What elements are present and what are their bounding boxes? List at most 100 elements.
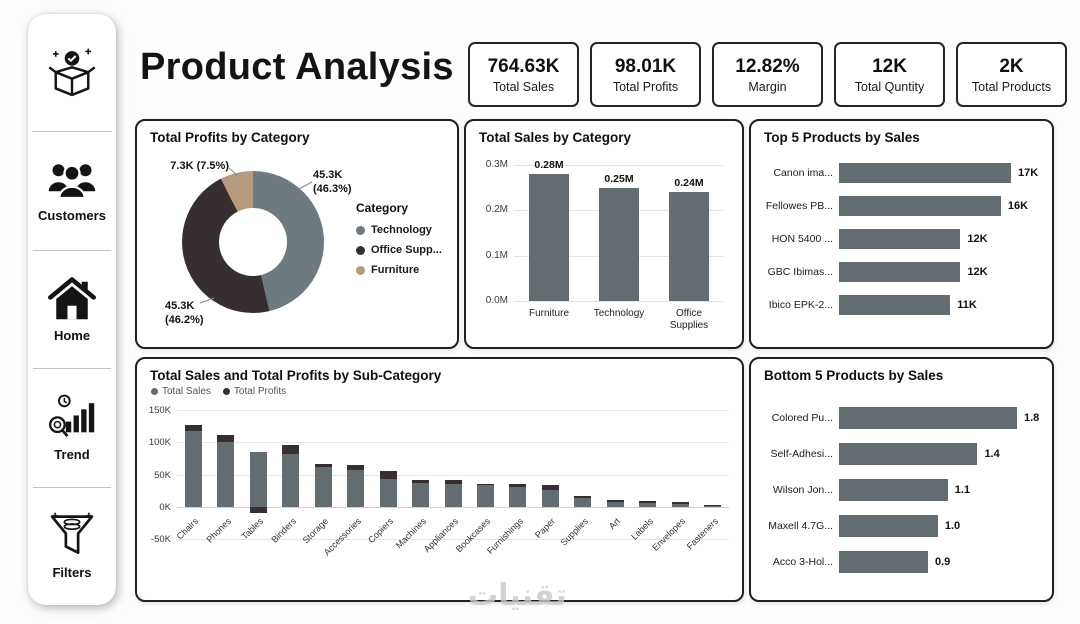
product-row-wilson-jon: Wilson Jon... 1.1 <box>757 479 1044 501</box>
legend-label: Technology <box>371 224 432 236</box>
donut-chart[interactable] <box>182 171 324 313</box>
sales-bar-storage[interactable] <box>314 467 332 507</box>
legend-label: Office Supp... <box>371 244 442 256</box>
gridline <box>177 539 729 540</box>
stacked-chart: 150K 100K 50K 0K -50K Chairs Phones Tables Binde… <box>139 404 739 596</box>
sidebar-item-customers[interactable]: Customers <box>28 132 116 249</box>
profit-bar-supplies[interactable] <box>574 496 592 498</box>
value-label: 16K <box>1007 200 1029 212</box>
profit-bar-chairs[interactable] <box>184 425 202 431</box>
kpi-label: Total Profits <box>612 79 679 94</box>
product-label: Wilson Jon... <box>772 484 833 496</box>
sales-bar-art[interactable] <box>606 501 624 507</box>
data-label: 0.24M <box>674 177 704 190</box>
profit-bar-binders[interactable] <box>282 445 300 454</box>
profit-bar-paper[interactable] <box>541 484 559 490</box>
column-bar-office-supplies[interactable] <box>669 192 709 301</box>
legend-item-office-supplies[interactable]: Office Supp... <box>356 244 442 256</box>
sales-bar[interactable] <box>839 515 938 537</box>
sales-bar[interactable] <box>839 551 928 573</box>
y-axis-tick: 0.0M <box>485 295 508 306</box>
sales-bar[interactable] <box>839 407 1017 429</box>
sales-bar[interactable] <box>839 196 1001 216</box>
sales-bar-machines[interactable] <box>412 482 430 507</box>
y-axis-tick: 100K <box>148 437 171 449</box>
sales-bar-chairs[interactable] <box>184 430 202 507</box>
profit-bar-labels[interactable] <box>639 500 657 503</box>
product-label: GBC Ibimas... <box>767 266 833 278</box>
sales-bar[interactable] <box>839 443 978 465</box>
gridline <box>177 506 729 508</box>
legend-dot <box>356 225 365 235</box>
sidebar-item-product[interactable] <box>28 14 116 131</box>
legend-item-furniture[interactable]: Furniture <box>356 264 442 276</box>
sales-bar-appliances[interactable] <box>444 484 462 507</box>
product-row-self-adhesi: Self-Adhesi... 1.4 <box>757 443 1044 465</box>
sales-bar-copiers[interactable] <box>379 479 397 507</box>
profit-bar-furnishings[interactable] <box>509 484 527 488</box>
profit-bar-tables[interactable] <box>249 506 267 513</box>
legend-item-technology[interactable]: Technology <box>356 224 442 236</box>
gridline <box>177 410 729 411</box>
sales-bar-binders[interactable] <box>282 453 300 507</box>
data-label: 0.28M <box>534 159 564 172</box>
sidebar-item-trend[interactable]: Trend <box>28 369 116 486</box>
sales-bar[interactable] <box>839 295 951 315</box>
product-label: Self-Adhesi... <box>770 448 833 460</box>
profit-bar-copiers[interactable] <box>379 471 397 479</box>
product-row-ibico-epk-2: Ibico EPK-2... 11K <box>757 295 1044 315</box>
sales-bar-phones[interactable] <box>217 442 235 507</box>
kpi-total-quantity: 12K Total Quntity <box>834 42 945 107</box>
gridline <box>514 301 724 302</box>
column-bar-technology[interactable] <box>599 187 639 301</box>
y-axis-tick: 0.2M <box>485 204 508 216</box>
y-axis-tick: 0.1M <box>485 249 508 261</box>
sales-bar-supplies[interactable] <box>574 497 592 507</box>
sales-bar-paper[interactable] <box>541 489 559 507</box>
sales-bar[interactable] <box>839 229 961 249</box>
profit-bar-machines[interactable] <box>412 480 430 483</box>
column-bar-furniture[interactable] <box>529 174 569 301</box>
kpi-value: 12K <box>872 55 907 77</box>
sales-bar-furnishings[interactable] <box>509 487 527 507</box>
sidebar-item-label: Filters <box>52 565 92 581</box>
card-sales-profits-by-subcategory: Total Sales and Total Profits by Sub-Cat… <box>135 357 744 602</box>
sidebar-item-label: Customers <box>38 208 106 224</box>
legend-label-sales[interactable]: Total Sales <box>162 386 211 397</box>
profit-bar-phones[interactable] <box>217 435 235 443</box>
sales-bar-labels[interactable] <box>639 502 657 507</box>
product-box-icon <box>48 48 96 96</box>
profit-bar-fasteners[interactable] <box>704 504 722 506</box>
legend-label-profits[interactable]: Total Profits <box>233 386 287 397</box>
sales-bar-tables[interactable] <box>249 451 267 507</box>
sales-bar-accessories[interactable] <box>347 469 365 507</box>
profit-bar-accessories[interactable] <box>347 464 365 470</box>
sales-bar-envelopes[interactable] <box>671 503 689 507</box>
home-icon <box>48 276 96 319</box>
donut-legend: Category Technology Office Supp... Furni… <box>356 201 442 284</box>
profit-bar-appliances[interactable] <box>444 480 462 485</box>
sales-bar-bookcases[interactable] <box>476 485 494 507</box>
column-chart: 0.3M 0.2M 0.1M 0.0M 0.28M Furniture 0.25M Techn… <box>474 159 736 343</box>
sidebar-item-filters[interactable]: Filters <box>28 488 116 605</box>
sidebar-divider <box>33 249 111 251</box>
profit-bar-storage[interactable] <box>314 463 332 468</box>
sales-bar-fasteners[interactable] <box>704 505 722 507</box>
value-label: 1.0 <box>944 520 961 532</box>
profit-bar-bookcases[interactable] <box>476 484 494 486</box>
product-row-gbc-ibimas: GBC Ibimas... 12K <box>757 262 1044 282</box>
profit-bar-art[interactable] <box>606 499 624 502</box>
sidebar-divider <box>33 131 111 133</box>
legend-dot <box>356 245 365 255</box>
product-label: Colored Pu... <box>771 412 833 424</box>
chart-title: Total Sales by Category <box>479 130 632 145</box>
y-axis-tick: 50K <box>154 469 171 481</box>
sales-bar[interactable] <box>839 163 1011 183</box>
profit-bar-envelopes[interactable] <box>671 502 689 504</box>
value-label: 1.8 <box>1024 412 1040 424</box>
sidebar-item-home[interactable]: Home <box>28 251 116 368</box>
donut-callout-technology: 45.3K (46.3%) <box>313 168 352 197</box>
kpi-margin: 12.82% Margin <box>712 42 823 107</box>
sales-bar[interactable] <box>839 479 948 501</box>
sales-bar[interactable] <box>839 262 961 282</box>
